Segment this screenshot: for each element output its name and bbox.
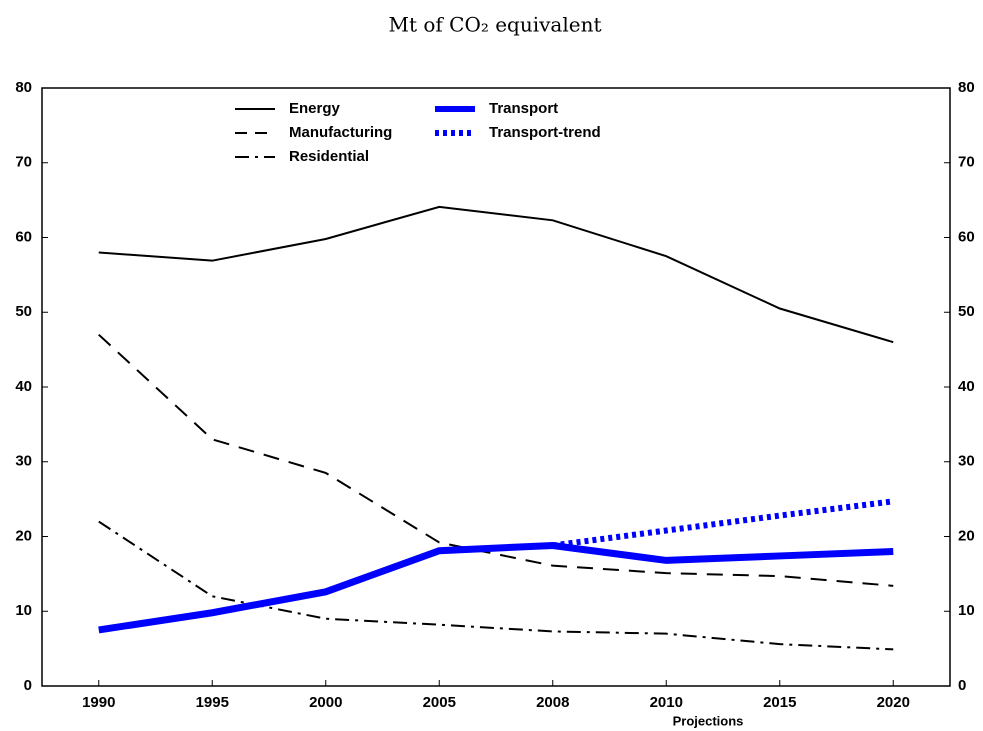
y2-tick-label: 20: [958, 527, 975, 544]
y2-tick-label: 70: [958, 154, 975, 171]
legend-label: Transport-trend: [489, 124, 601, 141]
y-tick-label: 80: [15, 79, 32, 96]
y-tick-label: 40: [15, 378, 32, 395]
y-tick-label: 0: [24, 677, 32, 694]
y-tick-label: 20: [15, 527, 32, 544]
y2-tick-label: 0: [958, 677, 966, 694]
series-line: [98, 333, 894, 587]
series-line: [98, 541, 894, 634]
legend-label: Manufacturing: [289, 124, 392, 141]
legend-label: Residential: [289, 148, 369, 165]
y-tick-label: 60: [15, 228, 32, 245]
x-tick-label: 1990: [82, 694, 115, 711]
annotation: Projections: [673, 713, 744, 728]
y2-tick-label: 80: [958, 79, 975, 96]
y2-tick-label: 60: [958, 228, 975, 245]
plot-frame: [41, 87, 951, 687]
series-line: [552, 498, 894, 549]
y2-tick-label: 50: [958, 303, 975, 320]
y2-tick-label: 30: [958, 453, 975, 470]
x-tick-label: 1995: [196, 694, 229, 711]
x-tick-label: 2020: [877, 694, 910, 711]
y-tick-label: 70: [15, 154, 32, 171]
x-tick-label: 2010: [650, 694, 683, 711]
y-tick-label: 10: [15, 602, 32, 619]
chart-title: Mt of CO₂ equivalent: [388, 13, 601, 37]
legend-label: Energy: [289, 100, 341, 117]
y-tick-label: 50: [15, 303, 32, 320]
x-tick-label: 2005: [423, 694, 456, 711]
x-tick-label: 2008: [536, 694, 569, 711]
series-line: [98, 205, 894, 344]
x-tick-label: 2000: [309, 694, 342, 711]
y2-tick-label: 10: [958, 602, 975, 619]
legend-label: Transport: [489, 100, 558, 117]
x-tick-label: 2015: [763, 694, 796, 711]
y2-tick-label: 40: [958, 378, 975, 395]
series-line: [98, 520, 894, 651]
y-tick-label: 30: [15, 453, 32, 470]
